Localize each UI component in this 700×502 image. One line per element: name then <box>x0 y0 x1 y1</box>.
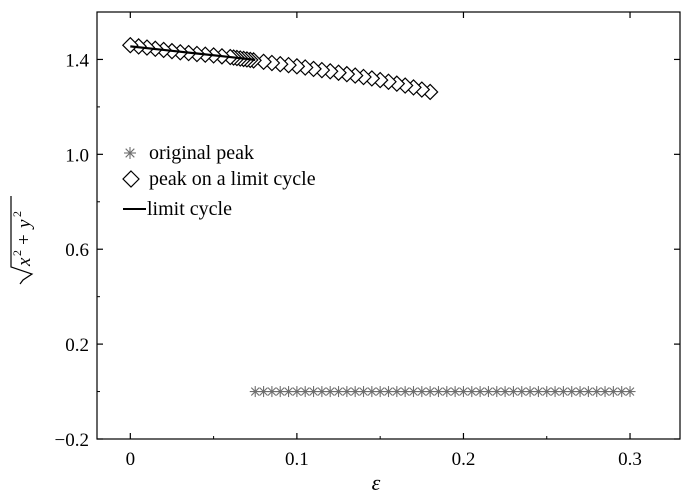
data-point <box>274 386 286 398</box>
y-axis-title-plus: + <box>14 234 35 245</box>
x-tick-label: 0 <box>126 449 136 470</box>
data-point <box>624 386 636 398</box>
legend-marker-asterisk <box>124 147 136 159</box>
x-tick-label: 0.2 <box>452 449 476 470</box>
legend-label-original-peak: original peak <box>149 142 254 164</box>
x-axis-title: ε <box>372 470 381 495</box>
data-point <box>424 386 436 398</box>
y-axis-title-x-exponent: 2 <box>10 250 24 256</box>
y-tick-label: 0.2 <box>65 335 89 356</box>
y-axis-title-y-exponent: 2 <box>10 211 24 217</box>
series-layer <box>121 36 636 398</box>
data-point <box>474 386 486 398</box>
y-axis-title-x: x <box>14 257 35 267</box>
data-point <box>516 386 528 398</box>
y-axis-title: x 2 + y 2 <box>10 196 35 285</box>
data-point <box>121 36 139 54</box>
data-point <box>449 386 461 398</box>
x-tick-label: 0.3 <box>618 449 642 470</box>
y-tick-label: 1.0 <box>65 145 89 166</box>
data-point <box>582 386 594 398</box>
data-point <box>383 386 394 398</box>
data-point <box>316 386 328 398</box>
legend-diamond-icon <box>122 170 140 188</box>
data-point <box>341 386 353 398</box>
y-tick-label: 0.6 <box>65 240 89 261</box>
series-line-limit-cycle <box>130 45 256 62</box>
data-point <box>366 386 378 398</box>
y-tick-label: 1.4 <box>65 50 89 71</box>
legend-item-limit-cycle: limit cycle <box>123 198 232 220</box>
legend-item-original-peak: original peak <box>124 142 254 164</box>
legend: original peak peak on a limit cycle limi… <box>122 142 316 220</box>
y-tick-label: −0.2 <box>55 430 89 451</box>
x-tick-label: 0.1 <box>285 449 309 470</box>
plot-frame <box>96 11 681 440</box>
y-axis-title-y: y <box>14 219 35 230</box>
sqrt-radical-icon <box>10 196 34 285</box>
series-original-peak <box>249 386 636 398</box>
legend-label-peak-on-limit-cycle: peak on a limit cycle <box>149 168 316 190</box>
data-point <box>599 386 611 398</box>
data-point <box>299 386 311 398</box>
legend-item-peak-on-limit-cycle: peak on a limit cycle <box>122 168 316 190</box>
legend-marker-diamond <box>122 170 140 188</box>
data-point <box>524 386 536 398</box>
data-point <box>249 386 261 398</box>
legend-label-limit-cycle: limit cycle <box>147 198 232 220</box>
plot-layer: 0 0.1 0.2 0.3 −0.2 0.2 0.6 1.0 1.4 <box>55 11 681 470</box>
legend-asterisk-icon <box>124 147 136 159</box>
data-point <box>441 386 453 398</box>
data-point <box>416 386 428 398</box>
